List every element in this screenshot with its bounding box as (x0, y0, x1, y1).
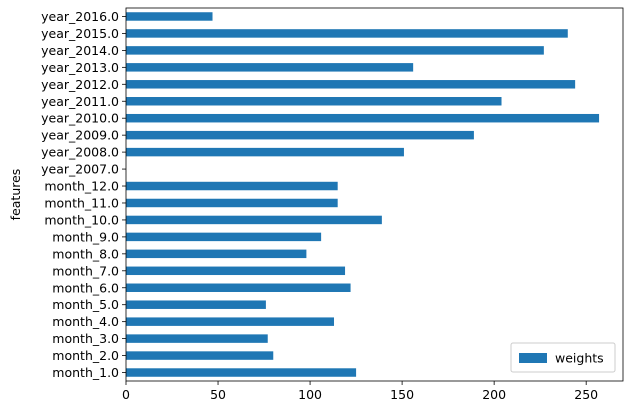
y-tick-label: month_8.0 (52, 246, 119, 261)
bar-month_7.0 (126, 266, 346, 276)
y-tick-label: year_2014.0 (41, 43, 119, 58)
bar-year_2012.0 (126, 80, 576, 89)
y-tick-label: month_7.0 (52, 263, 119, 278)
bar-year_2016.0 (126, 12, 213, 21)
y-tick-label: year_2010.0 (41, 111, 119, 126)
y-tick-label: month_11.0 (44, 195, 119, 210)
y-tick-label: year_2015.0 (41, 26, 119, 41)
bar-month_9.0 (126, 232, 322, 242)
legend-label: weights (555, 351, 604, 366)
bar-year_2008.0 (126, 147, 404, 157)
y-tick-label: month_4.0 (52, 314, 119, 329)
y-tick-label: year_2011.0 (41, 94, 119, 109)
y-tick-label: month_12.0 (44, 179, 119, 194)
bar-month_4.0 (126, 317, 335, 326)
y-tick-label: month_6.0 (52, 280, 119, 295)
bar-month_2.0 (126, 351, 274, 360)
y-tick-label: year_2007.0 (41, 162, 119, 177)
x-tick-label: 250 (574, 387, 598, 402)
y-tick-label: month_10.0 (44, 212, 119, 227)
bar-year_2014.0 (126, 46, 544, 55)
bar-year_2013.0 (126, 63, 414, 72)
y-tick-label: year_2016.0 (41, 9, 119, 24)
y-tick-label: year_2012.0 (41, 77, 119, 92)
y-tick-label: year_2008.0 (41, 145, 119, 160)
bar-year_2009.0 (126, 130, 474, 140)
x-ticks-group: 0 50 100 150 200 250 (122, 381, 598, 402)
bars-group (126, 12, 600, 377)
bar-month_11.0 (126, 198, 338, 208)
bar-year_2015.0 (126, 29, 568, 38)
x-tick-label: 100 (298, 387, 322, 402)
x-tick-label: 150 (390, 387, 414, 402)
y-tick-label: month_2.0 (52, 348, 119, 363)
x-tick-label: 200 (482, 387, 506, 402)
bar-year_2011.0 (126, 97, 502, 106)
y-tick-label: year_2013.0 (41, 60, 119, 75)
y-tick-label: month_1.0 (52, 365, 119, 380)
bar-month_12.0 (126, 181, 338, 191)
legend-swatch (519, 353, 547, 363)
x-tick-label: 50 (210, 387, 226, 402)
plot-frame (125, 7, 624, 382)
x-tick-label: 0 (122, 387, 130, 402)
bar-month_10.0 (126, 215, 382, 225)
y-ticks-group: month_1.0 month_2.0 month_3.0 month_4.0 mont… (41, 9, 126, 380)
bar-month_8.0 (126, 249, 307, 259)
bar-month_6.0 (126, 283, 351, 292)
legend: weights (510, 342, 616, 373)
bar-month_5.0 (126, 300, 266, 309)
y-tick-label: month_9.0 (52, 229, 119, 244)
y-tick-label: month_3.0 (52, 331, 119, 346)
y-tick-label: year_2009.0 (41, 128, 119, 143)
legend-box (510, 342, 616, 373)
bar-year_2010.0 (126, 113, 600, 123)
bar-month_1.0 (126, 368, 357, 377)
y-tick-label: month_5.0 (52, 297, 119, 312)
bar-month_3.0 (126, 334, 268, 343)
y-axis-label: features (8, 169, 23, 221)
